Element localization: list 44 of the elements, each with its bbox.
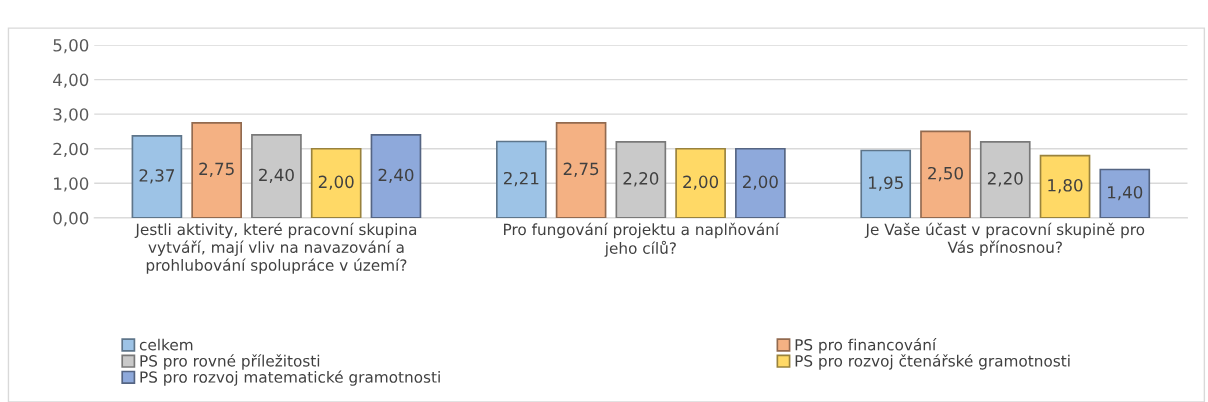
bar <box>920 130 971 218</box>
y-tick-label: 4,00 <box>53 73 89 88</box>
legend-label: celkem <box>139 338 193 351</box>
data-label: 2,00 <box>743 175 778 190</box>
bar <box>675 147 726 218</box>
bar <box>615 140 667 218</box>
legend-label: PS pro financování <box>795 338 937 354</box>
y-tick-label: 1,00 <box>54 177 89 192</box>
data-label: 2,75 <box>199 162 234 177</box>
y-tick-label: 2,00 <box>53 142 89 158</box>
data-label: 1,80 <box>1048 179 1083 194</box>
x-tick-label: Je Vaše účast v pracovní skupině pro Vás přínosnou? <box>864 222 1145 256</box>
legend-label: PS pro rozvoj čtenářské gramotnosti <box>795 354 1070 370</box>
bar <box>860 149 912 218</box>
data-label: 2,37 <box>139 169 175 184</box>
y-tick-label: 5,00 <box>53 38 89 54</box>
data-label: 2,00 <box>318 175 354 190</box>
data-label: 2,20 <box>623 172 659 187</box>
data-label: 1,95 <box>869 176 903 191</box>
bar <box>131 135 183 218</box>
data-label: 2,40 <box>259 168 294 183</box>
bar <box>495 140 547 218</box>
bar <box>251 134 302 218</box>
legend-label: PS pro rovné příležitosti <box>140 354 320 370</box>
x-tick-label: Jestli aktivity, které pracovní skupina vytváří, mají vliv na navazování a prohlubování spolupráce v území? <box>134 222 417 274</box>
data-label: 2,75 <box>563 162 599 177</box>
bar <box>1099 168 1151 218</box>
legend-label: PS pro rozvoj matematické gramotnosti <box>140 370 440 386</box>
data-label: 1,40 <box>1108 185 1143 201</box>
bar <box>979 140 1031 218</box>
y-tick-label: 0,00 <box>53 211 89 227</box>
data-label: 2,20 <box>987 172 1023 187</box>
data-label: 2,50 <box>928 166 963 182</box>
bar <box>1039 154 1091 218</box>
bar <box>191 121 243 218</box>
y-tick-label: 3,00 <box>53 108 89 123</box>
bar <box>310 147 362 218</box>
x-tick-label: Pro fungování projektu a naplňování jeho cílů? <box>504 222 780 257</box>
data-label: 2,40 <box>378 168 414 183</box>
data-label: 2,21 <box>503 171 539 187</box>
bar <box>735 147 786 218</box>
bar <box>370 134 422 218</box>
data-label: 2,00 <box>683 175 719 190</box>
bar <box>555 121 607 218</box>
